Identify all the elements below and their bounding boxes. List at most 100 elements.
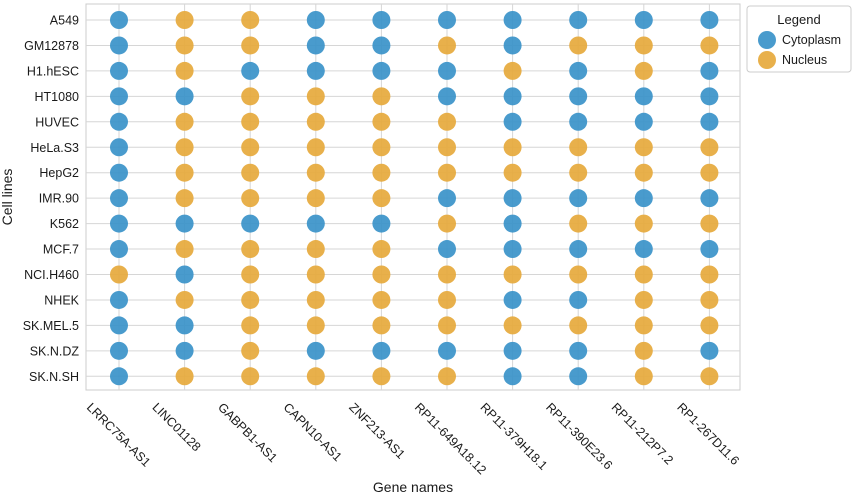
point-HT1080-RP11-649A18.12-cytoplasm	[438, 87, 456, 106]
point-NCI.H460-RP11-212P7.2-nucleus	[634, 265, 653, 284]
point-SK.N.DZ-RP11-212P7.2-nucleus	[634, 341, 653, 360]
point-H1.hESC-GABPB1-AS1-cytoplasm	[241, 61, 260, 80]
point-HeLa.S3-RP11-379H18.1-nucleus	[503, 138, 522, 157]
point-SK.N.DZ-RP11-379H18.1-cytoplasm	[503, 341, 522, 360]
legend-label-nucleus: Nucleus	[782, 53, 827, 67]
y-tick-label: HUVEC	[35, 115, 79, 129]
point-HeLa.S3-RP11-212P7.2-nucleus	[634, 138, 653, 157]
point-IMR.90-RP11-379H18.1-cytoplasm	[503, 189, 522, 208]
point-SK.MEL.5-RP11-390E23.6-nucleus	[569, 316, 588, 335]
point-IMR.90-CAPN10-AS1-nucleus	[306, 189, 325, 208]
point-IMR.90-RP11-649A18.12-cytoplasm	[438, 189, 456, 208]
point-SK.N.DZ-RP11-649A18.12-cytoplasm	[438, 341, 456, 360]
point-IMR.90-ZNF213-AS1-nucleus	[372, 189, 391, 208]
x-tick-label: GABPB1-AS1	[215, 400, 280, 465]
point-H1.hESC-LRRC75A-AS1-cytoplasm	[110, 61, 128, 80]
point-SK.MEL.5-LINC01128-cytoplasm	[175, 316, 194, 335]
point-HT1080-LRRC75A-AS1-cytoplasm	[110, 87, 128, 106]
point-NCI.H460-ZNF213-AS1-nucleus	[372, 265, 391, 284]
point-NHEK-GABPB1-AS1-nucleus	[241, 290, 260, 309]
point-K562-LRRC75A-AS1-cytoplasm	[110, 214, 128, 233]
legend-label-cytoplasm: Cytoplasm	[782, 33, 841, 47]
point-HUVEC-RP11-379H18.1-cytoplasm	[503, 112, 522, 131]
data-points	[110, 11, 719, 386]
y-tick-label: MCF.7	[43, 243, 79, 257]
point-NCI.H460-LRRC75A-AS1-nucleus	[110, 265, 128, 284]
point-IMR.90-LRRC75A-AS1-cytoplasm	[110, 189, 128, 208]
point-HT1080-ZNF213-AS1-nucleus	[372, 87, 391, 106]
point-HUVEC-ZNF213-AS1-nucleus	[372, 112, 391, 131]
point-NHEK-RP11-212P7.2-nucleus	[634, 290, 653, 309]
point-K562-ZNF213-AS1-cytoplasm	[372, 214, 391, 233]
point-A549-GABPB1-AS1-nucleus	[241, 11, 260, 29]
y-tick-label: GM12878	[24, 39, 79, 53]
point-NCI.H460-LINC01128-cytoplasm	[175, 265, 194, 284]
y-tick-label: NCI.H460	[24, 268, 79, 282]
point-A549-LRRC75A-AS1-cytoplasm	[110, 11, 128, 29]
point-GM12878-RP1-267D11.6-nucleus	[700, 36, 719, 55]
point-HepG2-ZNF213-AS1-nucleus	[372, 163, 391, 182]
point-K562-RP1-267D11.6-nucleus	[700, 214, 719, 233]
point-NCI.H460-RP11-379H18.1-nucleus	[503, 265, 522, 284]
point-MCF.7-CAPN10-AS1-nucleus	[306, 240, 325, 259]
point-SK.MEL.5-RP11-212P7.2-nucleus	[634, 316, 653, 335]
point-A549-RP1-267D11.6-cytoplasm	[700, 11, 719, 29]
point-HepG2-RP1-267D11.6-nucleus	[700, 163, 719, 182]
point-NHEK-RP1-267D11.6-nucleus	[700, 290, 719, 309]
point-HepG2-CAPN10-AS1-nucleus	[306, 163, 325, 182]
point-SK.MEL.5-LRRC75A-AS1-cytoplasm	[110, 316, 128, 335]
point-A549-RP11-649A18.12-cytoplasm	[438, 11, 456, 29]
point-HUVEC-GABPB1-AS1-nucleus	[241, 112, 260, 131]
point-A549-LINC01128-nucleus	[175, 11, 194, 29]
point-MCF.7-RP11-212P7.2-cytoplasm	[634, 240, 653, 259]
point-SK.N.SH-CAPN10-AS1-nucleus	[306, 367, 325, 386]
point-MCF.7-RP11-379H18.1-cytoplasm	[503, 240, 522, 259]
point-MCF.7-RP1-267D11.6-cytoplasm	[700, 240, 719, 259]
point-HeLa.S3-GABPB1-AS1-nucleus	[241, 138, 260, 157]
point-K562-CAPN10-AS1-cytoplasm	[306, 214, 325, 233]
x-tick-label: RP1-267D11.6	[674, 400, 742, 468]
point-NHEK-LINC01128-nucleus	[175, 290, 194, 309]
x-tick-label: LRRC75A-AS1	[84, 400, 153, 469]
point-HUVEC-RP11-212P7.2-cytoplasm	[634, 112, 653, 131]
point-HepG2-LINC01128-nucleus	[175, 163, 194, 182]
legend-marker-nucleus	[758, 51, 776, 69]
y-tick-label: H1.hESC	[27, 64, 79, 78]
point-SK.N.DZ-RP1-267D11.6-cytoplasm	[700, 341, 719, 360]
point-H1.hESC-RP11-649A18.12-cytoplasm	[438, 61, 456, 80]
point-SK.MEL.5-RP1-267D11.6-nucleus	[700, 316, 719, 335]
point-SK.N.SH-RP11-212P7.2-nucleus	[634, 367, 653, 386]
point-A549-CAPN10-AS1-cytoplasm	[306, 11, 325, 29]
point-H1.hESC-RP11-390E23.6-cytoplasm	[569, 61, 588, 80]
point-HUVEC-RP11-390E23.6-cytoplasm	[569, 112, 588, 131]
x-tick-label: RP11-649A18.12	[412, 400, 489, 477]
point-MCF.7-LRRC75A-AS1-cytoplasm	[110, 240, 128, 259]
point-A549-ZNF213-AS1-cytoplasm	[372, 11, 391, 29]
legend-marker-cytoplasm	[758, 31, 776, 49]
point-NCI.H460-GABPB1-AS1-nucleus	[241, 265, 260, 284]
point-HepG2-RP11-212P7.2-nucleus	[634, 163, 653, 182]
point-SK.N.DZ-GABPB1-AS1-nucleus	[241, 341, 260, 360]
point-NCI.H460-RP11-390E23.6-nucleus	[569, 265, 588, 284]
point-SK.N.SH-LINC01128-nucleus	[175, 367, 194, 386]
y-tick-labels: A549 GM12878 H1.hESC HT1080 HUVEC HeLa.S3 HepG…	[23, 14, 80, 384]
point-SK.N.SH-GABPB1-AS1-nucleus	[241, 367, 260, 386]
point-SK.N.SH-RP11-379H18.1-cytoplasm	[503, 367, 522, 386]
point-SK.MEL.5-ZNF213-AS1-nucleus	[372, 316, 391, 335]
point-GM12878-LRRC75A-AS1-cytoplasm	[110, 36, 128, 55]
point-MCF.7-LINC01128-nucleus	[175, 240, 194, 259]
point-NHEK-RP11-649A18.12-nucleus	[438, 290, 456, 309]
point-H1.hESC-RP11-212P7.2-nucleus	[634, 61, 653, 80]
point-HT1080-CAPN10-AS1-nucleus	[306, 87, 325, 106]
point-IMR.90-GABPB1-AS1-nucleus	[241, 189, 260, 208]
point-NHEK-CAPN10-AS1-nucleus	[306, 290, 325, 309]
x-tick-label: CAPN10-AS1	[281, 400, 345, 464]
point-A549-RP11-212P7.2-cytoplasm	[634, 11, 653, 29]
point-K562-RP11-212P7.2-nucleus	[634, 214, 653, 233]
point-HT1080-GABPB1-AS1-nucleus	[241, 87, 260, 106]
point-SK.MEL.5-RP11-379H18.1-nucleus	[503, 316, 522, 335]
point-SK.MEL.5-GABPB1-AS1-nucleus	[241, 316, 260, 335]
point-IMR.90-LINC01128-nucleus	[175, 189, 194, 208]
